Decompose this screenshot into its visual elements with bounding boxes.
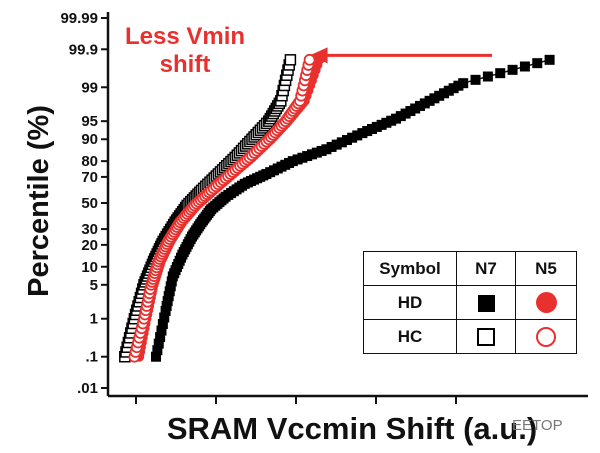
data-point (507, 64, 518, 75)
data-point (331, 139, 342, 150)
legend-header-symbol: Symbol (363, 251, 457, 286)
data-point (326, 141, 337, 152)
series-n5-hc (128, 53, 316, 363)
annotation-text-line2: shift (160, 51, 211, 78)
data-point (155, 332, 166, 343)
y-tick-label: 80 (81, 153, 98, 170)
legend-row-hd: HD (363, 285, 577, 320)
y-tick-label: 99.99 (60, 10, 98, 27)
y-tick-label: 5 (90, 277, 98, 294)
legend-row-label-hc: HC (363, 319, 457, 354)
data-point (336, 137, 347, 148)
data-series (119, 53, 555, 363)
y-axis-label: Percentile (%) (23, 105, 55, 297)
legend-swatch-n5-hd (515, 285, 577, 320)
data-point (347, 132, 358, 143)
data-point (152, 345, 163, 356)
y-tick-label: .1 (85, 349, 98, 366)
data-point (157, 319, 168, 330)
data-point (532, 58, 543, 69)
y-tick-label: 90 (81, 131, 98, 148)
legend-table: Symbol N7 N5 HD HC (363, 251, 577, 354)
data-point (495, 68, 506, 79)
y-tick-label: 99 (81, 79, 98, 96)
data-point (303, 53, 316, 66)
open-circle-icon (536, 326, 556, 347)
legend-swatch-n7-hc (456, 319, 516, 354)
y-tick-label: 70 (81, 169, 98, 186)
legend-swatch-n5-hc (515, 319, 577, 354)
data-point (352, 130, 363, 141)
legend-header-row: Symbol N7 N5 (363, 251, 577, 286)
annotation-text-line1: Less Vmin (125, 23, 245, 50)
legend-header-n7: N7 (456, 251, 516, 286)
data-point (153, 338, 164, 349)
y-tick-label: 50 (81, 195, 98, 212)
annotation-arrow-head (309, 47, 328, 64)
data-point (458, 78, 469, 89)
data-point (151, 351, 161, 362)
y-tick-label: .01 (77, 380, 98, 397)
y-tick-label: 99.9 (69, 41, 98, 58)
y-tick-label: 10 (81, 259, 98, 276)
data-point (156, 325, 167, 336)
y-tick-label: 95 (81, 113, 98, 130)
x-axis-label: SRAM Vccmin Shift (a.u.) (167, 411, 537, 446)
filled-square-icon (477, 294, 495, 312)
data-point (321, 144, 332, 155)
data-point (470, 74, 481, 85)
filled-circle-icon (535, 292, 557, 313)
data-point (482, 71, 493, 82)
y-tick-label: 30 (81, 221, 98, 238)
watermark-text: EETOP (512, 417, 563, 434)
open-square-icon (477, 328, 495, 347)
series-n7-hd (151, 54, 555, 362)
data-point (544, 54, 555, 65)
legend-swatch-n7-hd (456, 285, 516, 320)
legend-row-hc: HC (363, 319, 577, 354)
legend-header-n5: N5 (515, 251, 577, 286)
watermark: EETOP (512, 417, 563, 434)
data-point (519, 61, 530, 72)
data-point (284, 54, 297, 66)
y-tick-label: 1 (90, 311, 98, 328)
data-point (159, 312, 170, 323)
y-tick-label: 20 (81, 237, 98, 254)
legend-row-label-hd: HD (363, 285, 457, 320)
data-point (341, 135, 352, 146)
